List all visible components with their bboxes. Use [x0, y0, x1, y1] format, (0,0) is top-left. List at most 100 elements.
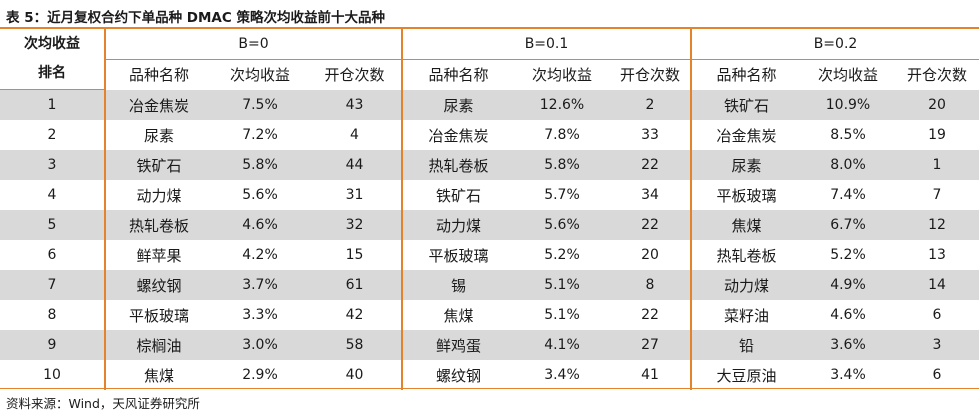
open-count-cell: 43: [308, 89, 402, 120]
top-rule: [0, 27, 979, 29]
avg-return-cell: 5.2%: [830, 247, 866, 263]
product-name-cell: 动力煤: [401, 210, 514, 240]
table-row: 6 鲜苹果 4.2% 15 平板玻璃 5.2% 20 热轧卷板 5.2% 13: [0, 240, 979, 270]
column-header: 开仓次数: [895, 59, 979, 90]
rank-cell: 2: [47, 127, 57, 143]
table-title: 表 5：近月复权合约下单品种 DMAC 策略次均收益前十大品种: [6, 10, 385, 26]
avg-return-cell: 5.1%: [544, 307, 580, 323]
table-row: 4 动力煤 5.6% 31 铁矿石 5.7% 34 平板玻璃 7.4% 7: [0, 180, 979, 210]
open-count-cell: 15: [345, 247, 364, 263]
product-name-cell: 冶金焦炭: [690, 120, 801, 150]
bottom-rule: [0, 388, 979, 389]
open-count-cell: 34: [641, 187, 659, 203]
open-count-cell: 20: [641, 247, 659, 263]
rank-cell: 10: [43, 367, 61, 383]
column-header: 次均收益: [514, 59, 610, 90]
column-header: 开仓次数: [308, 59, 402, 90]
product-name-cell: 平板玻璃: [401, 240, 514, 270]
column-header: 品种名称: [690, 59, 801, 90]
avg-return-cell: 5.6%: [514, 210, 610, 240]
avg-return-cell: 3.0%: [212, 330, 308, 360]
avg-return-cell: 8.0%: [801, 150, 895, 180]
group-header-row: 次均收益 排名 B=0 B=0.1 B=0.2: [0, 29, 979, 90]
avg-return-cell: 3.6%: [801, 330, 895, 360]
open-count-cell: 33: [641, 127, 659, 143]
avg-return-cell: 7.5%: [212, 89, 308, 120]
product-name-cell: 锡: [401, 270, 514, 300]
open-count-cell: 42: [345, 307, 364, 323]
column-header: 开仓次数: [610, 59, 691, 90]
column-header: 品种名称: [104, 59, 212, 90]
avg-return-cell: 3.7%: [212, 270, 308, 300]
avg-return-cell: 3.3%: [242, 307, 278, 323]
open-count-cell: 7: [932, 187, 942, 203]
product-name-cell: 动力煤: [104, 180, 212, 210]
product-name-cell: 焦煤: [401, 300, 514, 330]
product-name-cell: 鲜苹果: [104, 240, 212, 270]
avg-return-cell: 7.4%: [830, 187, 866, 203]
rank-cell: 5: [0, 210, 105, 240]
open-count-cell: 41: [641, 367, 659, 383]
open-count-cell: 8: [610, 270, 691, 300]
avg-return-cell: 5.8%: [212, 150, 308, 180]
avg-return-cell: 4.1%: [514, 330, 610, 360]
rank-cell: 3: [0, 150, 105, 180]
group-header: B=0.2: [689, 29, 979, 60]
open-count-cell: 12: [895, 210, 979, 240]
open-count-cell: 6: [932, 307, 942, 323]
column-header: 品种名称: [401, 59, 514, 90]
rank-cell: 9: [0, 330, 105, 360]
rank-cell: 7: [0, 270, 105, 300]
avg-return-cell: 3.4%: [544, 367, 580, 383]
product-name-cell: 冶金焦炭: [401, 120, 514, 150]
table-head: 次均收益 排名 B=0 B=0.1 B=0.2 品种名称 次均收益 开仓次数 品…: [0, 29, 979, 90]
open-count-cell: 40: [345, 367, 364, 383]
product-name-cell: 尿素: [401, 89, 514, 120]
sub-header-row: 品种名称 次均收益 开仓次数 品种名称 次均收益 开仓次数 品种名称 次均收益 …: [0, 59, 979, 90]
open-count-cell: 20: [895, 89, 979, 120]
avg-return-cell: 12.6%: [514, 89, 610, 120]
avg-return-cell: 4.2%: [242, 247, 278, 263]
rank-header: 次均收益 排名: [0, 29, 105, 90]
product-name-cell: 冶金焦炭: [104, 89, 212, 120]
product-name-cell: 平板玻璃: [104, 300, 212, 330]
table-row: 1 冶金焦炭 7.5% 43 尿素 12.6% 2 铁矿石 10.9% 20: [0, 89, 979, 120]
open-count-cell: 19: [928, 127, 946, 143]
product-name-cell: 铁矿石: [401, 180, 514, 210]
product-name-cell: 铁矿石: [690, 89, 801, 120]
avg-return-cell: 7.2%: [242, 127, 278, 143]
product-name-cell: 螺纹钢: [401, 360, 514, 390]
avg-return-cell: 6.7%: [801, 210, 895, 240]
product-name-cell: 尿素: [104, 120, 212, 150]
rank-header-line-1: 次均收益: [24, 36, 80, 52]
avg-return-cell: 4.9%: [801, 270, 895, 300]
product-name-cell: 热轧卷板: [104, 210, 212, 240]
open-count-cell: 22: [610, 210, 691, 240]
product-name-cell: 鲜鸡蛋: [401, 330, 514, 360]
table-body: 1 冶金焦炭 7.5% 43 尿素 12.6% 2 铁矿石 10.9% 20 2 尿素 7.2% 4 冶金焦…: [0, 89, 979, 390]
column-header: 次均收益: [801, 59, 895, 90]
avg-return-cell: 7.8%: [544, 127, 580, 143]
open-count-cell: 61: [308, 270, 402, 300]
open-count-cell: 22: [610, 150, 691, 180]
avg-return-cell: 8.5%: [830, 127, 866, 143]
open-count-cell: 32: [308, 210, 402, 240]
product-name-cell: 焦煤: [104, 360, 212, 390]
open-count-cell: 22: [641, 307, 659, 323]
product-name-cell: 铅: [690, 330, 801, 360]
open-count-cell: 27: [610, 330, 691, 360]
open-count-cell: 2: [610, 89, 691, 120]
table-row: 9 棕榈油 3.0% 58 鲜鸡蛋 4.1% 27 铅 3.6% 3: [0, 330, 979, 360]
product-name-cell: 棕榈油: [104, 330, 212, 360]
table-row: 3 铁矿石 5.8% 44 热轧卷板 5.8% 22 尿素 8.0% 1: [0, 150, 979, 180]
open-count-cell: 3: [895, 330, 979, 360]
open-count-cell: 4: [350, 127, 359, 143]
table-row: 5 热轧卷板 4.6% 32 动力煤 5.6% 22 焦煤 6.7% 12: [0, 210, 979, 240]
avg-return-cell: 5.1%: [514, 270, 610, 300]
table-row: 8 平板玻璃 3.3% 42 焦煤 5.1% 22 菜籽油 4.6% 6: [0, 300, 979, 330]
table-row: 7 螺纹钢 3.7% 61 锡 5.1% 8 动力煤 4.9% 14: [0, 270, 979, 300]
open-count-cell: 13: [928, 247, 946, 263]
product-name-cell: 热轧卷板: [690, 240, 801, 270]
product-name-cell: 焦煤: [690, 210, 801, 240]
product-name-cell: 菜籽油: [690, 300, 801, 330]
